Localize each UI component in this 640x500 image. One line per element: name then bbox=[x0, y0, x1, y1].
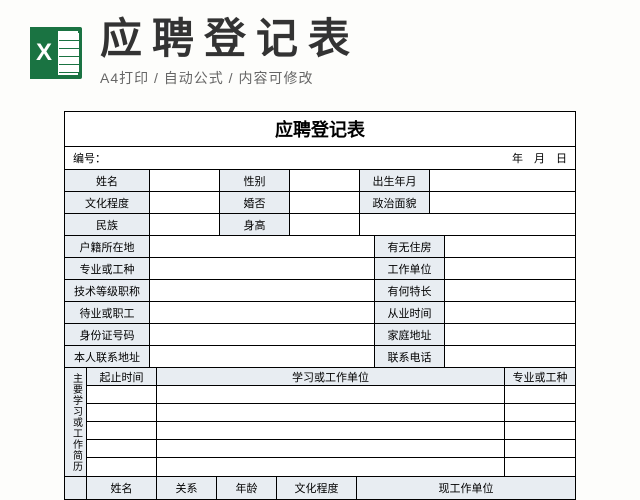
lbl-skill: 有何特长 bbox=[375, 280, 445, 301]
history-row bbox=[87, 422, 575, 440]
val bbox=[445, 302, 575, 323]
val bbox=[150, 236, 375, 257]
history-section: 主要学习或工作简历 起止时间 学习或工作单位 专业或工种 bbox=[65, 368, 575, 477]
b-unit: 现工作单位 bbox=[357, 477, 575, 499]
table-row: 待业或职工 从业时间 bbox=[65, 302, 575, 324]
h-major: 专业或工种 bbox=[505, 368, 575, 385]
lbl-ethnic: 民族 bbox=[65, 214, 150, 235]
table-row: 身份证号码 家庭地址 bbox=[65, 324, 575, 346]
table-row: 技术等级职称 有何特长 bbox=[65, 280, 575, 302]
table-row: 民族 身高 bbox=[65, 214, 575, 236]
spacer bbox=[65, 477, 87, 499]
b-age: 年龄 bbox=[217, 477, 277, 499]
history-row bbox=[87, 404, 575, 422]
b-name: 姓名 bbox=[87, 477, 157, 499]
lbl-worktime: 从业时间 bbox=[375, 302, 445, 323]
val bbox=[290, 214, 360, 235]
lbl-contact: 本人联系地址 bbox=[65, 346, 150, 367]
h-time: 起止时间 bbox=[87, 368, 157, 385]
val bbox=[150, 302, 375, 323]
val bbox=[445, 324, 575, 345]
val bbox=[445, 280, 575, 301]
lbl-status: 待业或职工 bbox=[65, 302, 150, 323]
lbl-homeaddr: 家庭地址 bbox=[375, 324, 445, 345]
lbl-phone: 联系电话 bbox=[375, 346, 445, 367]
val bbox=[150, 258, 375, 279]
table-row: 本人联系地址 联系电话 bbox=[65, 346, 575, 368]
number-label: 编号： bbox=[73, 150, 106, 166]
table-row: 户籍所在地 有无住房 bbox=[65, 236, 575, 258]
lbl-idcard: 身份证号码 bbox=[65, 324, 150, 345]
history-row bbox=[87, 386, 575, 404]
val bbox=[150, 214, 220, 235]
val bbox=[150, 324, 375, 345]
lbl-workunit: 工作单位 bbox=[375, 258, 445, 279]
history-header: 起止时间 学习或工作单位 专业或工种 bbox=[87, 368, 575, 386]
val bbox=[445, 346, 575, 367]
lbl-birth: 出生年月 bbox=[360, 170, 430, 191]
lbl-height: 身高 bbox=[220, 214, 290, 235]
lbl-political: 政治面貌 bbox=[360, 192, 430, 213]
val bbox=[150, 192, 220, 213]
form-title: 应聘登记表 bbox=[65, 112, 575, 147]
lbl-name: 姓名 bbox=[65, 170, 150, 191]
lbl-marital: 婚否 bbox=[220, 192, 290, 213]
title-block: 应聘登记表 A4打印 / 自动公式 / 内容可修改 bbox=[100, 18, 610, 88]
history-side-label: 主要学习或工作简历 bbox=[65, 368, 87, 476]
lbl-huji: 户籍所在地 bbox=[65, 236, 150, 257]
lbl-tech: 技术等级职称 bbox=[65, 280, 150, 301]
val bbox=[150, 280, 375, 301]
form-container: 应聘登记表 编号： 年 月 日 姓名 性别 出生年月 文化程度 婚否 政治面貌 … bbox=[64, 111, 576, 500]
val bbox=[445, 236, 575, 257]
number-row: 编号： 年 月 日 bbox=[65, 147, 575, 170]
lbl-edu: 文化程度 bbox=[65, 192, 150, 213]
history-row bbox=[87, 458, 575, 476]
lbl-major: 专业或工种 bbox=[65, 258, 150, 279]
table-row: 文化程度 婚否 政治面貌 bbox=[65, 192, 575, 214]
history-row bbox=[87, 440, 575, 458]
val bbox=[430, 192, 575, 213]
val bbox=[290, 192, 360, 213]
b-rel: 关系 bbox=[157, 477, 217, 499]
page-header: 应聘登记表 A4打印 / 自动公式 / 内容可修改 bbox=[0, 0, 640, 96]
sub-title: A4打印 / 自动公式 / 内容可修改 bbox=[100, 68, 610, 88]
excel-icon bbox=[30, 27, 82, 79]
val bbox=[445, 258, 575, 279]
date-label: 年 月 日 bbox=[512, 150, 567, 166]
val bbox=[360, 214, 575, 235]
lbl-house: 有无住房 bbox=[375, 236, 445, 257]
table-row: 姓名 性别 出生年月 bbox=[65, 170, 575, 192]
h-unit: 学习或工作单位 bbox=[157, 368, 505, 385]
val bbox=[150, 346, 375, 367]
val bbox=[430, 170, 575, 191]
main-title: 应聘登记表 bbox=[100, 18, 610, 60]
lbl-gender: 性别 bbox=[220, 170, 290, 191]
bottom-row: 姓名 关系 年龄 文化程度 现工作单位 bbox=[65, 477, 575, 499]
b-edu: 文化程度 bbox=[277, 477, 357, 499]
val bbox=[290, 170, 360, 191]
history-body: 起止时间 学习或工作单位 专业或工种 bbox=[87, 368, 575, 476]
val bbox=[150, 170, 220, 191]
table-row: 专业或工种 工作单位 bbox=[65, 258, 575, 280]
